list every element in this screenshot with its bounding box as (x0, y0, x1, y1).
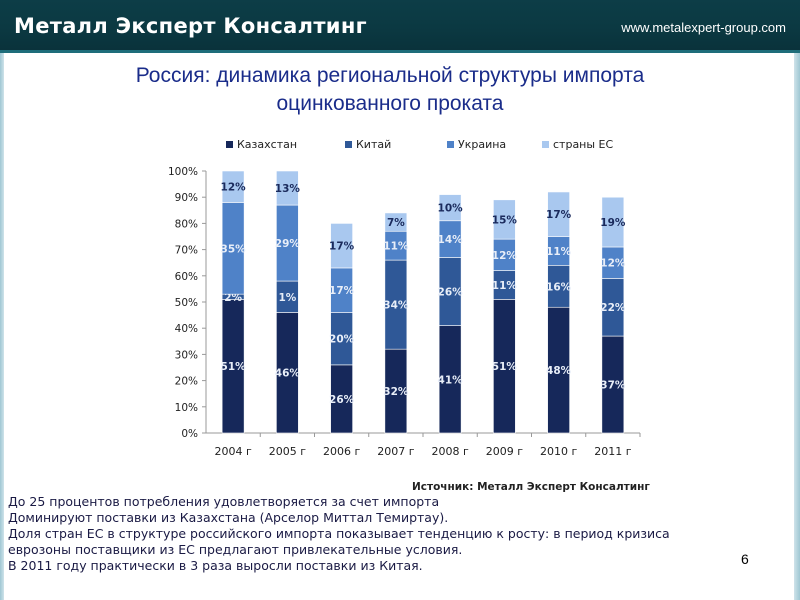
y-tick-label: 80% (175, 218, 198, 230)
data-label: 34% (383, 300, 409, 312)
y-tick-label: 50% (175, 297, 198, 309)
bar-segment (330, 223, 353, 269)
bar-segment (276, 170, 299, 206)
data-label: 12% (492, 250, 518, 262)
y-tick-label: 90% (175, 192, 198, 204)
y-tick-label: 40% (175, 323, 198, 335)
data-label: 22% (600, 302, 626, 314)
legend-label: Украина (458, 138, 506, 151)
note-line: Доминируют поставки из Казахстана (Арсел… (8, 510, 449, 525)
bar-segment (221, 170, 245, 203)
data-label: 11% (492, 280, 518, 292)
data-label: 16% (546, 281, 572, 293)
data-label: 32% (383, 386, 409, 398)
note-line: Доля стран ЕС в структуре российского им… (8, 526, 670, 541)
data-label: 2% (224, 292, 242, 304)
bar-segment (438, 194, 462, 222)
legend-label: Китай (356, 138, 391, 151)
header-bar: Металл Эксперт Консалтинг www.metalexper… (0, 0, 800, 53)
website-link[interactable]: www.metalexpert-group.com (621, 20, 786, 35)
y-tick-label: 0% (181, 428, 198, 440)
data-label: 17% (329, 241, 355, 253)
data-label: 37% (600, 380, 626, 392)
legend-label: страны ЕС (553, 138, 614, 151)
data-label: 14% (438, 234, 464, 246)
data-label: 10% (438, 203, 464, 215)
slide-title-line-1: Россия: динамика региональной структуры … (135, 64, 645, 87)
note-line: еврозоны поставщики из ЕС предлагают при… (8, 542, 463, 557)
slide-title-line-2: оцинкованного проката (276, 92, 504, 115)
bar-segment (384, 212, 408, 232)
y-tick-label: 10% (175, 402, 198, 414)
chart-source: Источник: Металл Эксперт Консалтинг (412, 481, 650, 493)
data-label: 17% (329, 285, 355, 297)
data-label: 12% (600, 258, 626, 270)
data-label: 15% (492, 214, 518, 226)
data-label: 46% (275, 368, 301, 380)
x-tick-label: 2006 г (323, 445, 360, 458)
left-decor-stripe (0, 53, 4, 600)
slide-title: Россия: динамика региональной структуры … (0, 62, 800, 118)
data-label: 12% (221, 182, 247, 194)
data-label: 7% (387, 217, 405, 229)
data-label: 51% (221, 361, 247, 373)
bar-segment (547, 191, 570, 237)
data-label: 51% (492, 361, 518, 373)
data-label: 26% (438, 287, 464, 299)
y-tick-label: 20% (175, 376, 198, 388)
data-label: 41% (438, 374, 464, 386)
x-tick-label: 2005 г (269, 445, 306, 458)
brand-name: Металл Эксперт Консалтинг (14, 14, 367, 38)
bar-segment (601, 196, 625, 248)
y-tick-label: 70% (175, 245, 198, 257)
data-label: 13% (275, 183, 301, 195)
data-label: 29% (275, 238, 301, 250)
data-label: 11% (383, 241, 409, 253)
data-label: 20% (329, 334, 355, 346)
data-label: 1% (278, 292, 296, 304)
notes-block: До 25 процентов потребления удовлетворяе… (8, 494, 743, 574)
x-tick-label: 2004 г (214, 445, 251, 458)
x-tick-label: 2010 г (540, 445, 577, 458)
stacked-bar-chart: Казахстан Китай Украина страны ЕС 0% 10% 20% 30… (168, 138, 641, 458)
data-label: 26% (329, 394, 355, 406)
legend-swatch (226, 141, 233, 148)
x-tick-label: 2007 г (377, 445, 414, 458)
data-label: 19% (600, 217, 626, 229)
legend-swatch (447, 141, 454, 148)
data-label: 35% (221, 243, 247, 255)
legend-swatch (345, 141, 352, 148)
page-number: 6 (741, 551, 749, 567)
x-tick-label: 2011 г (594, 445, 631, 458)
x-tick-label: 2009 г (486, 445, 523, 458)
data-label: 48% (546, 365, 572, 377)
note-line: В 2011 году практически в 3 раза выросли… (8, 558, 423, 573)
note-line: До 25 процентов потребления удовлетворяе… (8, 494, 440, 509)
y-tick-label: 30% (175, 349, 198, 361)
right-decor-stripe (794, 53, 800, 600)
legend-label: Казахстан (237, 138, 297, 151)
data-label: 11% (546, 246, 572, 258)
legend-swatch (542, 141, 549, 148)
x-tick-label: 2008 г (431, 445, 468, 458)
y-tick-label: 100% (168, 166, 198, 178)
data-label: 17% (546, 209, 572, 221)
bar-segment (493, 199, 516, 240)
y-tick-label: 60% (175, 271, 198, 283)
